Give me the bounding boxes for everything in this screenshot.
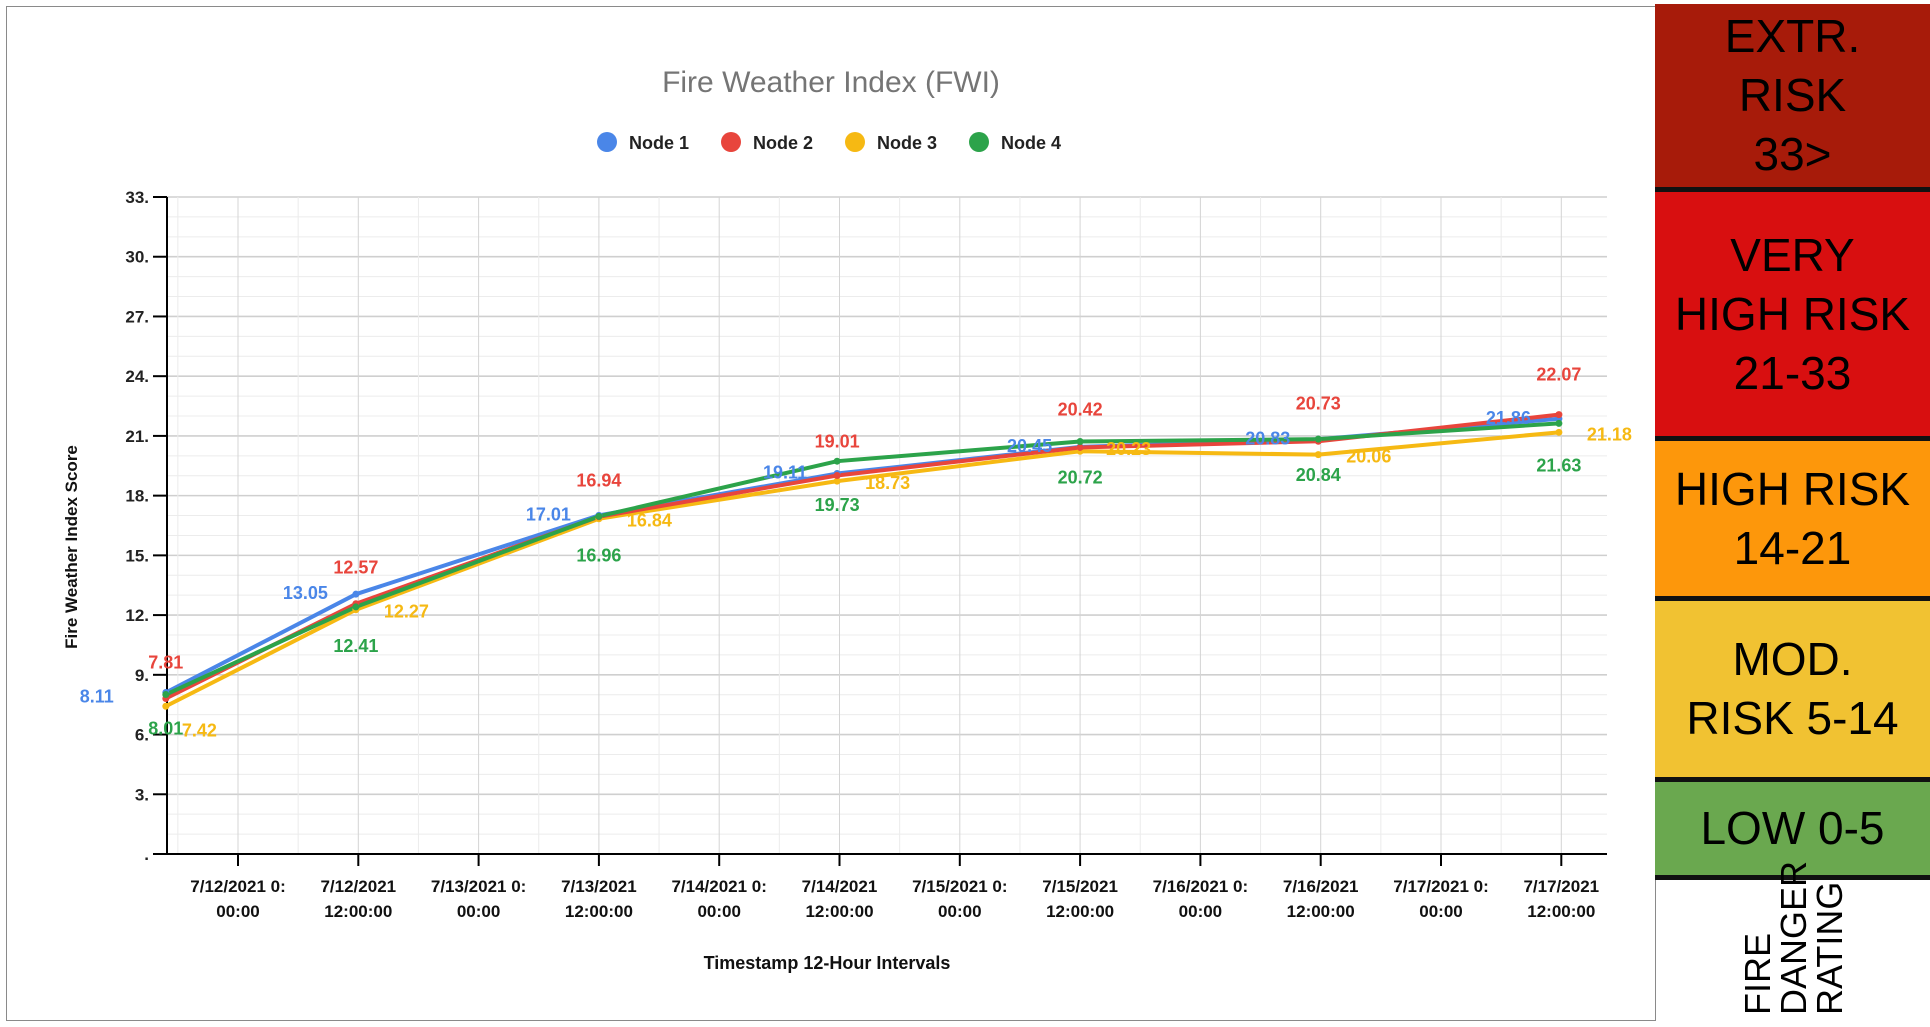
x-tick-label: 7/17/2021 12:00:00 [1523, 877, 1599, 921]
legend-label: Node 2 [753, 133, 813, 153]
data-label: 19.11 [763, 463, 807, 483]
y-tick-label: 27. [125, 307, 149, 326]
data-label: 17.01 [526, 504, 571, 524]
data-label: 8.01 [148, 719, 183, 739]
data-point [833, 472, 841, 480]
data-point [162, 691, 170, 699]
data-label: 16.94 [576, 471, 621, 491]
fire-danger-rating-caption: FIRE DANGER RATING [1737, 860, 1890, 1025]
x-tick-label: 7/13/2021 12:00:00 [561, 877, 637, 921]
data-label: 19.01 [815, 432, 860, 452]
y-tick-label: 30. [125, 248, 149, 267]
data-point [352, 603, 360, 611]
y-tick-label: 3. [135, 785, 149, 804]
data-point [352, 590, 360, 598]
data-point [1314, 435, 1322, 443]
data-label: 21.86 [1486, 408, 1531, 428]
data-label: 16.96 [576, 545, 621, 565]
data-point [833, 477, 841, 485]
caption-line-danger: DANGER [1773, 860, 1814, 1015]
data-label: 7.81 [148, 653, 183, 673]
data-label: 22.07 [1536, 365, 1581, 385]
data-label: 20.84 [1296, 465, 1341, 485]
data-label: 20.73 [1296, 393, 1341, 413]
data-point [162, 702, 170, 710]
legend-label: Node 3 [877, 133, 937, 153]
data-label: 7.42 [182, 720, 217, 740]
data-label: 12.41 [333, 636, 378, 656]
danger-band-high: HIGH RISK 14-21 [1655, 441, 1930, 601]
data-label: 20.06 [1346, 447, 1391, 467]
y-tick-label: 33. [125, 188, 149, 207]
y-tick-label: 9. [135, 666, 149, 685]
x-tick-label: 7/13/2021 0: 00:00 [431, 877, 526, 921]
data-point [1076, 437, 1084, 445]
x-tick-label: 7/12/2021 12:00:00 [320, 877, 396, 921]
legend-label: Node 1 [629, 133, 689, 153]
y-tick-label: . [144, 845, 149, 864]
data-label: 20.23 [1106, 439, 1151, 459]
data-label: 21.18 [1587, 424, 1632, 444]
data-label: 12.57 [333, 558, 378, 578]
data-label: 12.27 [384, 602, 429, 622]
x-tick-label: 7/16/2021 0: 00:00 [1153, 877, 1248, 921]
y-tick-label: 6. [135, 726, 149, 745]
data-point [1555, 411, 1563, 419]
caption-line-rating: RATING [1809, 881, 1850, 1015]
data-point [1555, 419, 1563, 427]
legend-marker [597, 132, 617, 152]
chart-frame: 33. 30. 27. 24. 21. 18. 15. 12. 9. 6. 3.. 7/12/2021… [6, 6, 1656, 1021]
caption-line-fire: FIRE [1737, 932, 1778, 1015]
data-label: 20.45 [1007, 436, 1052, 456]
legend-marker [845, 132, 865, 152]
data-label: 20.83 [1245, 428, 1290, 448]
data-label: 18.73 [865, 473, 910, 493]
x-tick-label: 7/14/2021 12:00:00 [802, 877, 878, 921]
data-point [1314, 451, 1322, 459]
danger-band-extreme: EXTR. RISK 33> [1655, 4, 1930, 192]
y-tick-label: 18. [125, 487, 149, 506]
data-label: 16.84 [627, 511, 672, 531]
x-tick-label: 7/14/2021 0: 00:00 [671, 877, 766, 921]
data-point [833, 457, 841, 465]
data-label: 20.42 [1058, 399, 1103, 419]
x-tick-label: 7/17/2021 0: 00:00 [1393, 877, 1488, 921]
y-tick-label: 24. [125, 367, 149, 386]
chart-title: Fire Weather Index (FWI) [662, 66, 1000, 99]
data-point [1076, 443, 1084, 451]
y-axis-title: Fire Weather Index Score [62, 445, 81, 649]
data-point [1555, 428, 1563, 436]
fwi-line-chart: 33. 30. 27. 24. 21. 18. 15. 12. 9. 6. 3.. 7/12/2021… [62, 66, 1632, 973]
data-label: 19.73 [815, 495, 860, 515]
danger-band-moderate: MOD. RISK 5-14 [1655, 601, 1930, 782]
legend-label: Node 4 [1001, 133, 1061, 153]
x-axis-title: Timestamp 12-Hour Intervals [704, 953, 951, 973]
y-tick-label: 12. [125, 606, 149, 625]
x-tick-label: 7/15/2021 12:00:00 [1042, 877, 1118, 921]
data-label: 13.05 [283, 583, 328, 603]
danger-band-low: LOW 0-5 [1655, 782, 1930, 880]
y-tick-label: 15. [125, 546, 149, 565]
legend-marker [969, 132, 989, 152]
legend-marker [721, 132, 741, 152]
data-point [595, 512, 603, 520]
data-label: 20.72 [1058, 467, 1103, 487]
x-tick-label: 7/12/2021 0: 00:00 [190, 877, 285, 921]
x-tick-label: 7/15/2021 0: 00:00 [912, 877, 1007, 921]
x-tick-label: 7/16/2021 12:00:00 [1283, 877, 1359, 921]
danger-band-very-high: VERY HIGH RISK 21-33 [1655, 192, 1930, 441]
y-tick-label: 21. [125, 427, 149, 446]
data-label: 21.63 [1536, 455, 1581, 475]
data-label: 8.11 [80, 687, 114, 707]
